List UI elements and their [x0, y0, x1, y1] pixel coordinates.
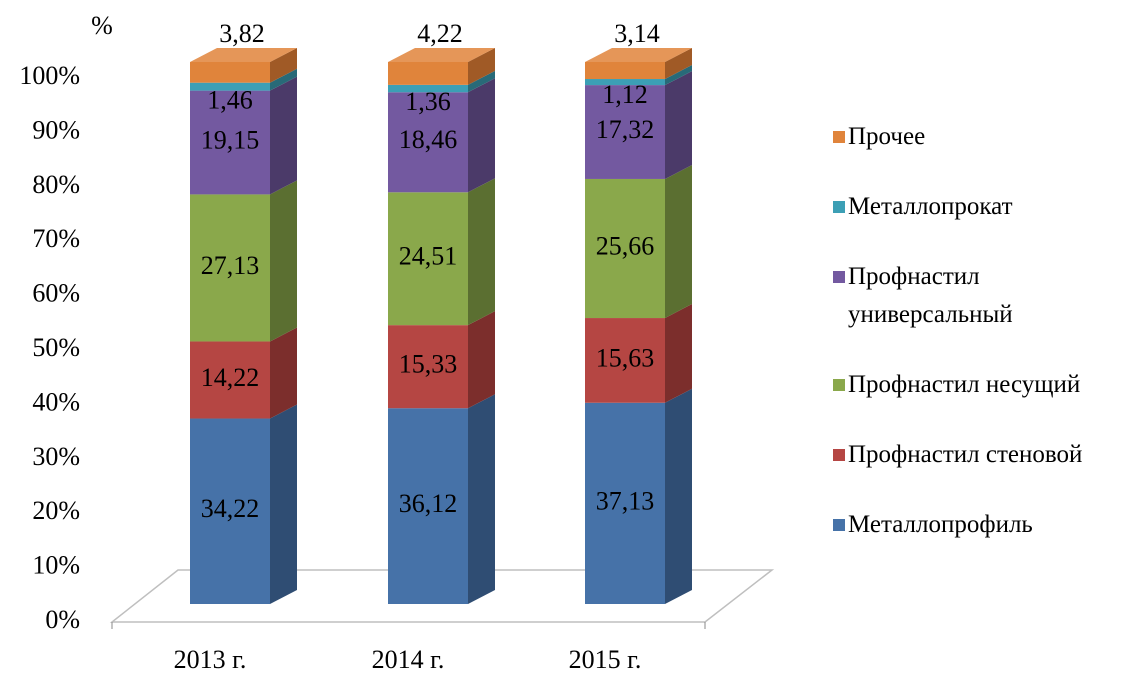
data-label: 1,36 [405, 87, 451, 116]
floor [109, 569, 775, 623]
y-tick-label: 40% [32, 387, 80, 416]
bar-segment [190, 90, 270, 195]
data-label: 24,51 [399, 242, 458, 271]
y-tick-label: 90% [32, 115, 80, 144]
y-tick-label: 10% [32, 551, 80, 580]
data-label: 18,46 [399, 125, 458, 154]
y-tick-label: 100% [19, 61, 80, 90]
legend-swatch [833, 379, 845, 391]
legend-swatch [833, 131, 845, 143]
bar-side [665, 71, 692, 179]
bar-top [388, 48, 495, 62]
bar-segment [585, 402, 665, 604]
bar-side [270, 68, 297, 91]
data-label: 27,13 [201, 251, 260, 280]
bar-side [270, 404, 297, 604]
bar-side [665, 65, 692, 86]
data-label: 25,66 [596, 231, 655, 260]
bar-side [665, 164, 692, 319]
legend-label: Профнастил универсальный [848, 263, 1013, 328]
data-label: 14,22 [201, 363, 260, 392]
y-tick-label: 0% [45, 605, 80, 634]
bar-top [585, 48, 692, 62]
data-label: 17,32 [596, 115, 655, 144]
bar-top [190, 48, 297, 62]
bar-side [468, 311, 495, 409]
legend-item: Металлопрофиль [833, 506, 1143, 544]
bar-side [270, 76, 297, 195]
bar-segment [388, 92, 468, 193]
x-tick-label: 2015 г. [569, 645, 642, 673]
bar-segment [388, 84, 468, 93]
legend-swatch [833, 201, 845, 213]
bar-side [665, 48, 692, 80]
legend-swatch [833, 449, 845, 461]
bar-segment [388, 192, 468, 326]
data-label: 34,22 [201, 494, 260, 523]
bar-segment [388, 62, 468, 85]
bar-segment [585, 85, 665, 179]
bar-segment [585, 62, 665, 80]
bar-side [468, 48, 495, 85]
legend-label: Профнастил стеновой [848, 441, 1083, 468]
legend-swatch [833, 519, 845, 531]
bar-segment [585, 318, 665, 403]
data-label: 19,15 [201, 125, 260, 154]
legend-item: Профнастил несущий [833, 366, 1143, 404]
bar-side [468, 78, 495, 193]
data-label: 3,82 [219, 19, 265, 48]
bar-side [468, 178, 495, 326]
legend-label: Металлопрофиль [848, 511, 1033, 538]
data-label: 36,12 [399, 489, 458, 518]
data-label: 37,13 [596, 486, 655, 515]
x-tick-label: 2013 г. [174, 645, 247, 673]
bar-side [665, 388, 692, 604]
y-tick-label: 50% [32, 333, 80, 362]
data-label: 15,33 [399, 350, 458, 379]
legend-item: Прочее [833, 118, 1143, 156]
legend-label: Прочее [848, 123, 926, 150]
y-tick-label: 20% [32, 496, 80, 525]
legend: Прочее Металлопрокат Профнастил универсаль… [833, 118, 1143, 544]
bar-segment [190, 418, 270, 604]
legend-label: Металлопрокат [848, 193, 1013, 220]
legend-item: Профнастил универсальный [833, 258, 1143, 334]
bar-segment [388, 325, 468, 409]
bar-side [468, 394, 495, 604]
bar-side [468, 70, 495, 93]
bar-segment [190, 62, 270, 83]
legend-swatch [833, 271, 845, 283]
bar-side [270, 327, 297, 419]
legend-item: Профнастил стеновой [833, 436, 1143, 474]
bar-segment [190, 194, 270, 342]
bar-segment [388, 408, 468, 604]
y-tick-label: 60% [32, 279, 80, 308]
data-label: 3,14 [614, 19, 660, 48]
legend-label: Профнастил несущий [848, 371, 1081, 398]
bar-segment [190, 341, 270, 419]
x-tick-label: 2014 г. [372, 645, 445, 673]
data-label: 1,12 [602, 80, 648, 109]
data-label: 4,22 [417, 19, 463, 48]
y-tick-label: 30% [32, 442, 80, 471]
y-tick-label: 80% [32, 170, 80, 199]
bar-side [665, 304, 692, 403]
bar-side [270, 180, 297, 342]
bar-segment [585, 79, 665, 86]
y-tick-label: 70% [32, 224, 80, 253]
bar-segment [190, 82, 270, 91]
y-axis-label: % [91, 11, 113, 40]
legend-item: Металлопрокат [833, 188, 1143, 226]
bar-side [270, 48, 297, 83]
bar-segment [585, 178, 665, 319]
data-label: 1,46 [207, 86, 253, 115]
data-label: 15,63 [596, 343, 655, 372]
